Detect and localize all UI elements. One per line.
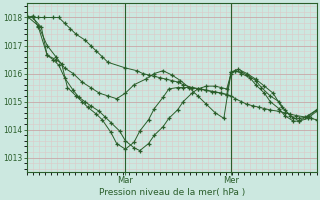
- X-axis label: Pression niveau de la mer( hPa ): Pression niveau de la mer( hPa ): [99, 188, 245, 197]
